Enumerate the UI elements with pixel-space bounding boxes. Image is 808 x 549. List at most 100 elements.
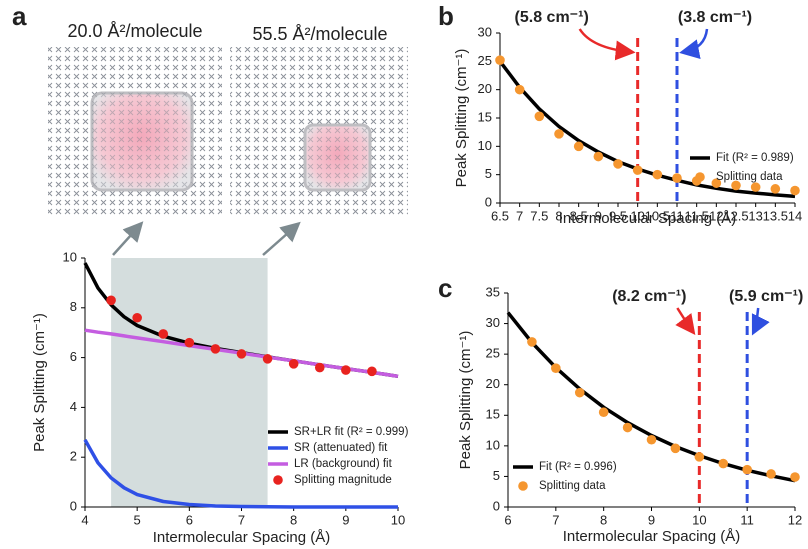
annotation: (5.8 cm⁻¹) [515, 9, 589, 26]
legend-swatch [273, 475, 283, 485]
data-point [574, 387, 585, 398]
x-tick-label: 9 [342, 512, 349, 527]
y-axis-title: Peak Splitting (cm⁻¹) [457, 331, 474, 470]
data-point [742, 464, 752, 475]
x-tick-label: 8.5 [570, 208, 588, 223]
y-tick-label: 4 [70, 399, 77, 414]
x-tick-label: 10.5 [645, 208, 670, 223]
x-tick-label: 7 [552, 512, 559, 527]
data-point [514, 84, 525, 95]
legend-label: Fit (R² = 0.996) [539, 461, 617, 473]
annotation: (8.2 cm⁻¹) [612, 288, 686, 305]
x-tick-label: 4 [81, 512, 88, 527]
legend-label: SR (attenuated) fit [294, 442, 388, 454]
y-tick-label: 15 [478, 109, 492, 124]
data-point [731, 180, 741, 191]
x-tick-label: 7 [516, 208, 523, 223]
data-point [236, 349, 247, 359]
x-tick-label: 8 [600, 512, 607, 527]
data-point [554, 129, 564, 139]
image-caption: 20.0 Å²/molecule [67, 21, 202, 41]
annotation-arrow [679, 28, 709, 60]
y-tick-label: 30 [486, 315, 500, 330]
x-tick-label: 5 [134, 512, 141, 527]
x-tick-label: 9 [595, 208, 602, 223]
y-tick-label: 35 [486, 284, 500, 299]
data-point [613, 159, 623, 169]
data-point [711, 178, 722, 188]
x-tick-label: 10 [391, 512, 405, 527]
y-axis-title: Peak Splitting (cm⁻¹) [453, 49, 470, 188]
data-point [158, 329, 169, 339]
panel-label: a [12, 1, 27, 31]
shaded-region [111, 258, 268, 507]
x-tick-label: 12.5 [723, 208, 748, 223]
data-point [551, 363, 561, 374]
data-point [573, 141, 584, 152]
data-point [672, 173, 682, 183]
y-tick-label: 10 [478, 138, 492, 153]
data-point [790, 472, 800, 482]
fit-line [83, 438, 398, 509]
legend-label: SR+LR fit (R² = 0.999) [294, 426, 409, 438]
x-axis-title: Intermolecular Spacing (Å) [559, 210, 737, 227]
arrow [112, 221, 144, 256]
data-point [790, 185, 800, 196]
y-axis-title: Peak Splitting (cm⁻¹) [31, 313, 48, 452]
annotation-arrow [675, 307, 696, 336]
x-tick-label: 6 [504, 512, 511, 527]
x-tick-label: 9.5 [609, 208, 627, 223]
data-point [262, 354, 273, 364]
y-tick-label: 2 [70, 449, 77, 464]
data-point [367, 366, 377, 377]
x-tick-label: 13.5 [763, 208, 788, 223]
y-tick-label: 8 [70, 299, 77, 314]
data-point [598, 407, 609, 418]
data-point [770, 184, 781, 194]
y-tick-label: 0 [70, 498, 77, 513]
legend-label: LR (background) fit [294, 458, 393, 470]
data-point [718, 458, 729, 469]
fit-line [498, 60, 796, 199]
x-tick-label: 6 [186, 512, 193, 527]
y-tick-label: 10 [63, 249, 77, 264]
data-point [314, 362, 325, 373]
panel-label: c [438, 273, 452, 303]
x-tick-label: 8 [290, 512, 297, 527]
x-axis-title: Intermolecular Spacing (Å) [563, 528, 741, 545]
y-tick-label: 10 [486, 437, 500, 452]
data-point [106, 295, 116, 306]
x-tick-label: 7 [238, 512, 245, 527]
x-tick-label: 12 [788, 512, 802, 527]
y-tick-label: 20 [486, 376, 500, 391]
data-point [593, 151, 604, 162]
y-tick-label: 0 [493, 498, 500, 513]
y-tick-label: 0 [485, 194, 492, 209]
fit-line [506, 311, 796, 483]
molecule-image [230, 47, 408, 215]
x-tick-label: 11 [670, 208, 684, 223]
data-point [184, 337, 195, 348]
y-tick-label: 5 [493, 468, 500, 483]
image-caption: 55.5 Å²/molecule [252, 24, 387, 44]
x-tick-label: 12 [709, 208, 723, 223]
annotation: (5.9 cm⁻¹) [729, 288, 803, 305]
data-point [766, 469, 776, 479]
y-tick-label: 5 [485, 166, 492, 181]
x-axis-title: Intermolecular Spacing (Å) [153, 529, 331, 546]
legend-label: Fit (R² = 0.989) [716, 152, 794, 164]
y-tick-label: 30 [478, 24, 492, 39]
arrow [262, 221, 301, 256]
x-tick-label: 9 [648, 512, 655, 527]
panel-label: b [438, 1, 454, 31]
x-tick-label: 13 [748, 208, 762, 223]
legend-swatch [695, 172, 705, 182]
data-point [750, 182, 761, 192]
data-point [288, 359, 299, 369]
annotation-arrow [578, 28, 636, 61]
data-point [622, 422, 633, 433]
x-tick-label: 11 [740, 512, 754, 527]
data-point [632, 165, 643, 175]
x-tick-label: 10 [630, 208, 644, 223]
